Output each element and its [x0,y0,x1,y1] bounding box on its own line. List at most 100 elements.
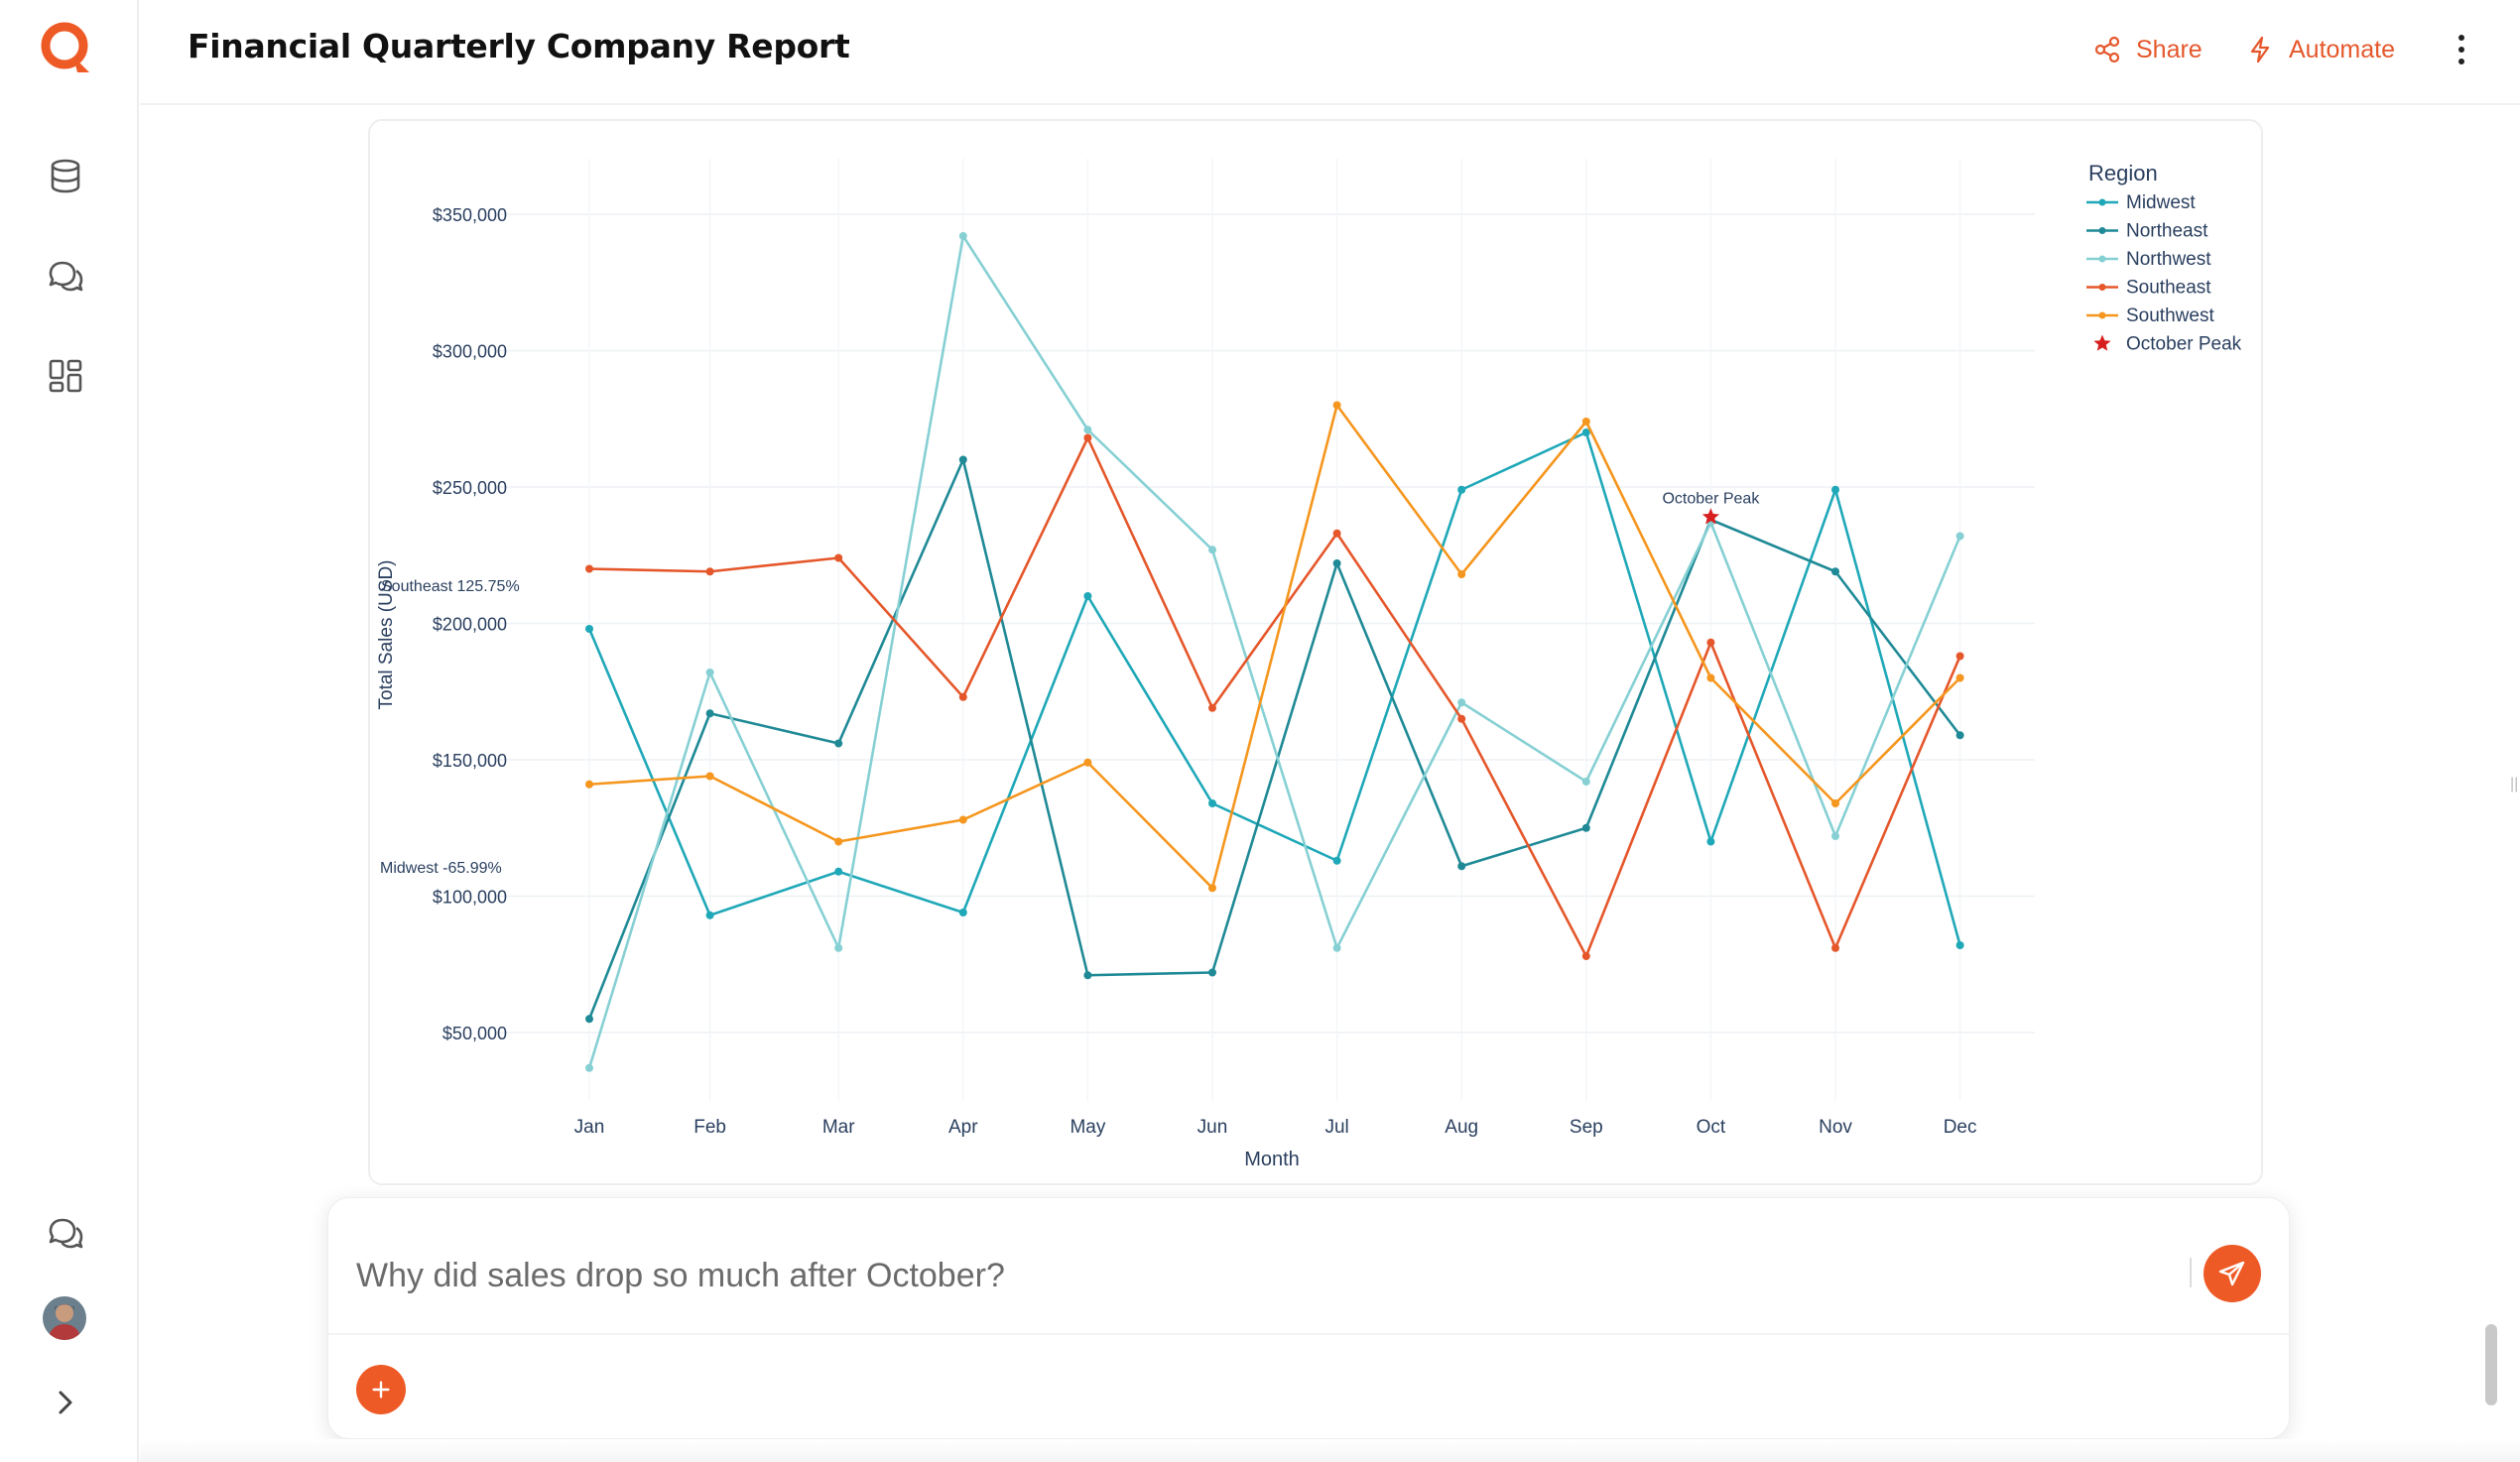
send-button[interactable] [2204,1245,2261,1302]
series-line-southeast [588,436,1961,958]
share-icon [2094,36,2120,63]
automate-label: Automate [2289,35,2396,63]
data-point [1457,698,1466,707]
data-point [1083,971,1092,980]
resize-handle[interactable]: || [2510,776,2519,792]
chevron-right-icon[interactable] [42,1379,89,1426]
legend-swatch-dot [2098,311,2106,319]
series-line-northeast [587,458,1961,1020]
data-point [585,1063,593,1072]
share-button[interactable]: Share [2092,30,2203,69]
data-point [1083,433,1092,442]
content-fade [140,1439,2520,1462]
data-point [1083,592,1092,600]
x-tick-label: Nov [1819,1117,1852,1138]
data-point [1332,529,1341,538]
x-axis-label: Month [1244,1149,1300,1170]
data-point [1332,559,1341,567]
data-point [1831,485,1839,494]
x-tick-label: Mar [822,1117,855,1138]
x-tick-label: Jun [1197,1117,1228,1138]
legend-entry[interactable]: Southwest [2126,305,2214,326]
x-tick-label: Dec [1944,1117,1977,1138]
automate-button[interactable]: Automate [2245,30,2395,69]
legend-entry[interactable]: Southeast [2126,278,2211,299]
legend-entry[interactable]: Northeast [2126,221,2208,242]
data-point [1457,862,1466,871]
plus-icon [372,1381,390,1399]
data-point [958,909,967,916]
data-point [1581,428,1590,436]
chart-card [368,119,2263,1185]
scrollbar[interactable] [2485,1324,2497,1405]
chart-annotation: October Peak [1662,490,1760,507]
chat-input[interactable] [356,1246,2162,1305]
legend-entry[interactable]: Midwest [2126,192,2196,213]
legend-swatch-dot [2098,198,2106,206]
legend-swatch-dot [2098,227,2106,234]
data-point [1083,758,1092,767]
data-point [1332,943,1341,952]
data-point [585,625,593,633]
data-point [1581,823,1590,832]
y-tick-label: $350,000 [433,205,507,225]
data-point [1332,401,1341,410]
data-point [705,669,714,676]
avatar[interactable] [43,1296,86,1340]
composer-separator [2190,1258,2192,1287]
data-point [834,867,843,876]
data-point [1208,703,1216,712]
series-line-southwest [588,404,1961,890]
data-point [834,553,843,562]
x-tick-label: Apr [948,1117,978,1138]
chat-bubbles-icon[interactable] [42,253,89,301]
chat-bubbles-icon[interactable] [42,1210,89,1258]
data-point [958,232,967,240]
page-title: Financial Quarterly Company Report [188,27,850,65]
data-point [705,709,714,718]
y-tick-label: $50,000 [442,1024,507,1043]
data-point [1706,673,1715,682]
x-tick-label: Aug [1445,1117,1478,1138]
legend-entry[interactable]: October Peak [2126,334,2242,355]
legend-swatch-dot [2098,284,2106,291]
data-point [834,739,843,748]
october-peak-marker [1701,508,1719,525]
x-tick-label: Jan [574,1117,605,1138]
chart-annotation: Southeast 125.75% [381,578,520,595]
data-point [1955,673,1964,682]
x-tick-label: May [1070,1117,1105,1138]
y-tick-label: $100,000 [433,888,507,908]
lightning-icon [2250,36,2270,63]
chart-annotation: Midwest -65.99% [380,860,502,877]
data-point [1332,856,1341,865]
data-point [958,692,967,701]
data-point [958,815,967,824]
dashboard-layout-icon[interactable] [42,352,89,400]
data-point [585,1015,593,1024]
send-icon [2218,1261,2245,1286]
database-icon[interactable] [42,153,89,200]
header: Financial Quarterly Company Report Share… [140,0,2520,105]
data-point [585,780,593,789]
data-point [1581,952,1590,960]
sales-line-chart: $50,000 $100,000 $150,000 $200,000 $250,000 $… [376,159,2242,1170]
composer-divider [328,1333,2289,1335]
add-attachment-button[interactable] [356,1365,406,1414]
app-logo[interactable] [38,20,95,77]
data-point [1831,943,1839,952]
legend-star [2093,334,2111,351]
more-options-icon[interactable] [2442,30,2481,69]
data-point [1208,546,1216,554]
x-tick-label: Sep [1570,1117,1603,1138]
data-point [1955,532,1964,541]
data-point [834,837,843,846]
data-point [1706,638,1715,647]
legend-entry[interactable]: Northwest [2126,249,2211,270]
data-point [1831,832,1839,840]
data-point [1706,837,1715,846]
data-point [1955,652,1964,661]
x-tick-label: Oct [1697,1117,1726,1138]
data-point [585,564,593,573]
data-point [705,911,714,919]
